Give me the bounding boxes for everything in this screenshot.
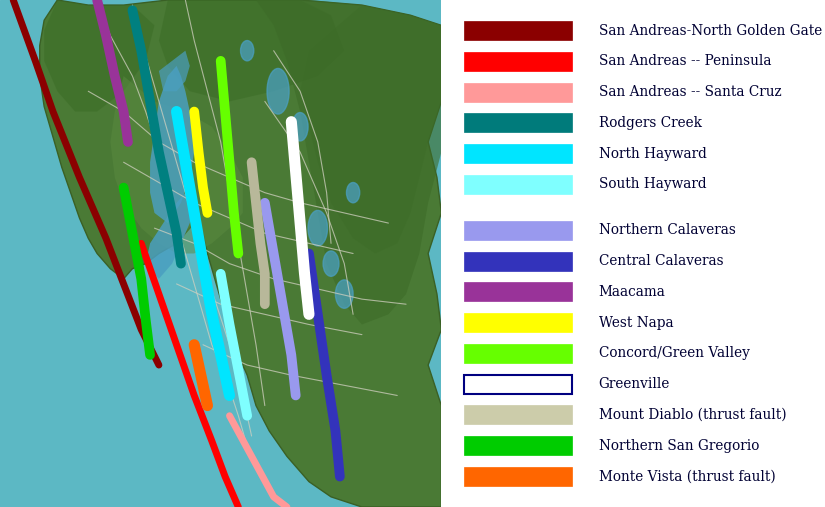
FancyBboxPatch shape bbox=[464, 21, 572, 40]
Polygon shape bbox=[146, 193, 194, 279]
Text: Monte Vista (thrust fault): Monte Vista (thrust fault) bbox=[599, 469, 775, 483]
Text: San Andreas-North Golden Gate: San Andreas-North Golden Gate bbox=[599, 24, 822, 38]
Ellipse shape bbox=[346, 183, 360, 203]
Text: Rodgers Creek: Rodgers Creek bbox=[599, 116, 701, 130]
FancyBboxPatch shape bbox=[464, 436, 572, 455]
Ellipse shape bbox=[267, 68, 289, 114]
Text: Northern San Gregorio: Northern San Gregorio bbox=[599, 439, 759, 453]
FancyBboxPatch shape bbox=[464, 313, 572, 332]
Ellipse shape bbox=[241, 41, 254, 61]
Text: San Andreas -- Peninsula: San Andreas -- Peninsula bbox=[599, 54, 771, 68]
Text: Concord/Green Valley: Concord/Green Valley bbox=[599, 346, 750, 360]
Text: San Andreas -- Santa Cruz: San Andreas -- Santa Cruz bbox=[599, 85, 781, 99]
FancyBboxPatch shape bbox=[464, 175, 572, 194]
FancyBboxPatch shape bbox=[464, 406, 572, 424]
FancyBboxPatch shape bbox=[464, 83, 572, 101]
FancyBboxPatch shape bbox=[464, 375, 572, 393]
Text: West Napa: West Napa bbox=[599, 316, 673, 330]
Text: South Hayward: South Hayward bbox=[599, 177, 706, 191]
FancyBboxPatch shape bbox=[464, 344, 572, 363]
Text: Central Calaveras: Central Calaveras bbox=[599, 254, 724, 268]
Text: Northern Calaveras: Northern Calaveras bbox=[599, 224, 736, 237]
Text: Mount Diablo (thrust fault): Mount Diablo (thrust fault) bbox=[599, 408, 786, 422]
FancyBboxPatch shape bbox=[464, 52, 572, 71]
FancyBboxPatch shape bbox=[464, 282, 572, 301]
Ellipse shape bbox=[323, 251, 339, 276]
Text: North Hayward: North Hayward bbox=[599, 147, 706, 161]
FancyBboxPatch shape bbox=[464, 251, 572, 271]
Text: Greenville: Greenville bbox=[599, 377, 670, 391]
Polygon shape bbox=[300, 5, 441, 254]
Polygon shape bbox=[159, 51, 190, 91]
Polygon shape bbox=[45, 0, 154, 112]
Polygon shape bbox=[111, 76, 243, 254]
Ellipse shape bbox=[336, 280, 353, 308]
Text: Maacama: Maacama bbox=[599, 285, 666, 299]
FancyBboxPatch shape bbox=[464, 467, 572, 486]
FancyBboxPatch shape bbox=[464, 114, 572, 132]
Polygon shape bbox=[159, 0, 344, 101]
Ellipse shape bbox=[308, 210, 328, 246]
FancyBboxPatch shape bbox=[464, 144, 572, 163]
Polygon shape bbox=[150, 66, 194, 223]
FancyBboxPatch shape bbox=[464, 221, 572, 240]
Ellipse shape bbox=[292, 113, 308, 141]
Polygon shape bbox=[40, 0, 441, 507]
Polygon shape bbox=[256, 0, 441, 324]
